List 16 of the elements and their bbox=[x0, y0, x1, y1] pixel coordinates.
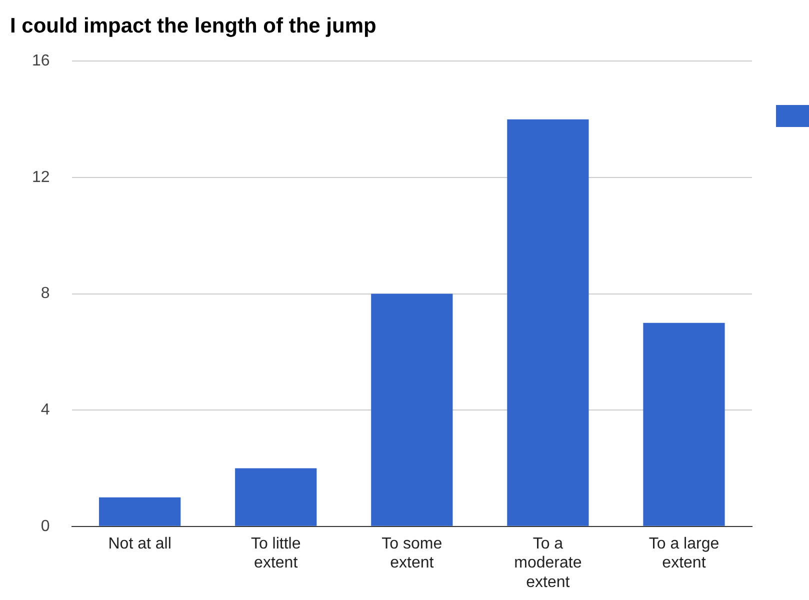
bar bbox=[507, 119, 589, 526]
bar bbox=[235, 468, 317, 526]
bar bbox=[99, 497, 181, 526]
chart-title: I could impact the length of the jump bbox=[10, 14, 376, 38]
y-tick-label: 4 bbox=[40, 402, 50, 419]
y-tick-label: 16 bbox=[32, 52, 50, 70]
x-tick-label: To a moderate extent bbox=[514, 535, 582, 591]
x-tick-label: To a large extent bbox=[648, 535, 720, 572]
x-tick-label: Not at all bbox=[108, 535, 172, 552]
y-tick-label: 12 bbox=[32, 168, 50, 186]
y-tick-label: 0 bbox=[40, 518, 50, 535]
x-tick-label: To little extent bbox=[250, 535, 301, 572]
x-tick-label: To some extent bbox=[382, 535, 442, 572]
bar bbox=[643, 322, 725, 526]
bar bbox=[371, 294, 453, 526]
y-tick-label: 8 bbox=[40, 285, 50, 302]
